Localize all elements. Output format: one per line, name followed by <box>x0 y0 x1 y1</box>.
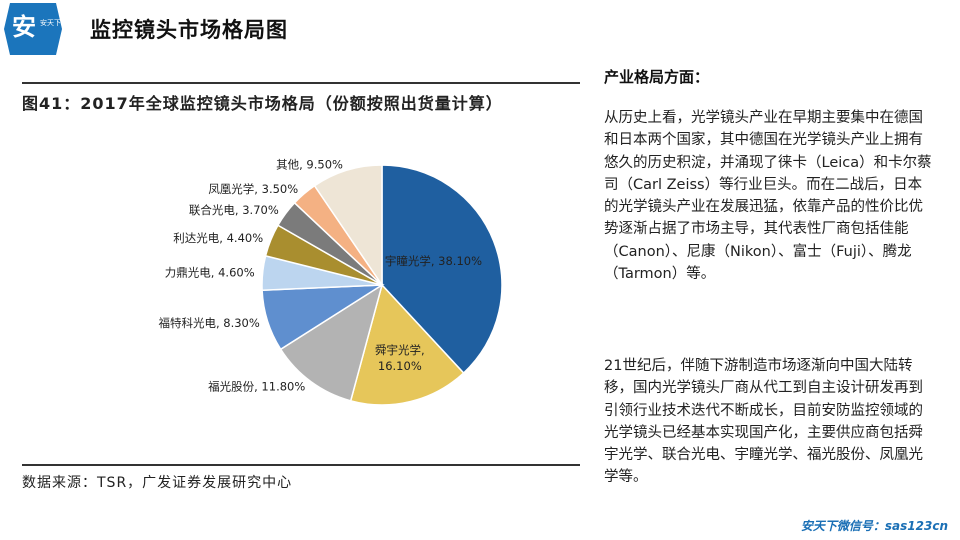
logo: 安 安天下 <box>4 3 62 55</box>
paragraph-history: 从历史上看，光学镜头产业在早期主要集中在德国和日本两个国家，其中德国在光学镜头产… <box>604 110 932 283</box>
figure-caption: 图41：2017年全球监控镜头市场格局（份额按照出货量计算） <box>22 94 503 113</box>
svg-text:安: 安 <box>12 13 36 41</box>
pie-slice-1 <box>349 283 465 406</box>
pie-chart: 宇瞳光学, 38.10% 舜宇光学, 16.10% 福光股份, 11.80% 福特科光电… <box>158 158 503 406</box>
slice-label-4: 力鼎光电, 4.60% <box>165 265 255 279</box>
slice-label-3: 福特科光电, 8.30% <box>158 316 259 330</box>
pie-slice-8 <box>313 164 383 288</box>
page-title: 监控镜头市场格局图 <box>90 18 288 42</box>
slice-label-2: 福光股份, 11.80% <box>208 379 305 393</box>
slice-label-1: 舜宇光学, 16.10% <box>375 343 425 373</box>
source-top-rule <box>22 464 580 466</box>
pie-slice-0 <box>381 164 503 375</box>
pie-slice-2 <box>279 283 384 402</box>
wechat-footer: 安天下微信号：sas123cn <box>800 519 948 533</box>
slice-label-0: 宇瞳光学, 38.10% <box>385 254 482 268</box>
slice-label-6: 联合光电, 3.70% <box>189 203 279 217</box>
slice-label-7: 凤凰光学, 3.50% <box>208 182 298 196</box>
caption-top-rule <box>22 82 580 84</box>
logo-text: 安天下 <box>40 18 61 27</box>
slice-label-5: 利达光电, 4.40% <box>173 231 263 245</box>
figure-source: 数据来源：TSR，广发证券发展研究中心 <box>22 475 293 491</box>
slice-label-8: 其他, 9.50% <box>276 158 343 172</box>
paragraph-21st-century: 21世纪后，伴随下游制造市场逐渐向中国大陆转移，国内光学镜头厂商从代工到自主设计… <box>604 358 923 486</box>
section-heading: 产业格局方面： <box>604 68 710 86</box>
